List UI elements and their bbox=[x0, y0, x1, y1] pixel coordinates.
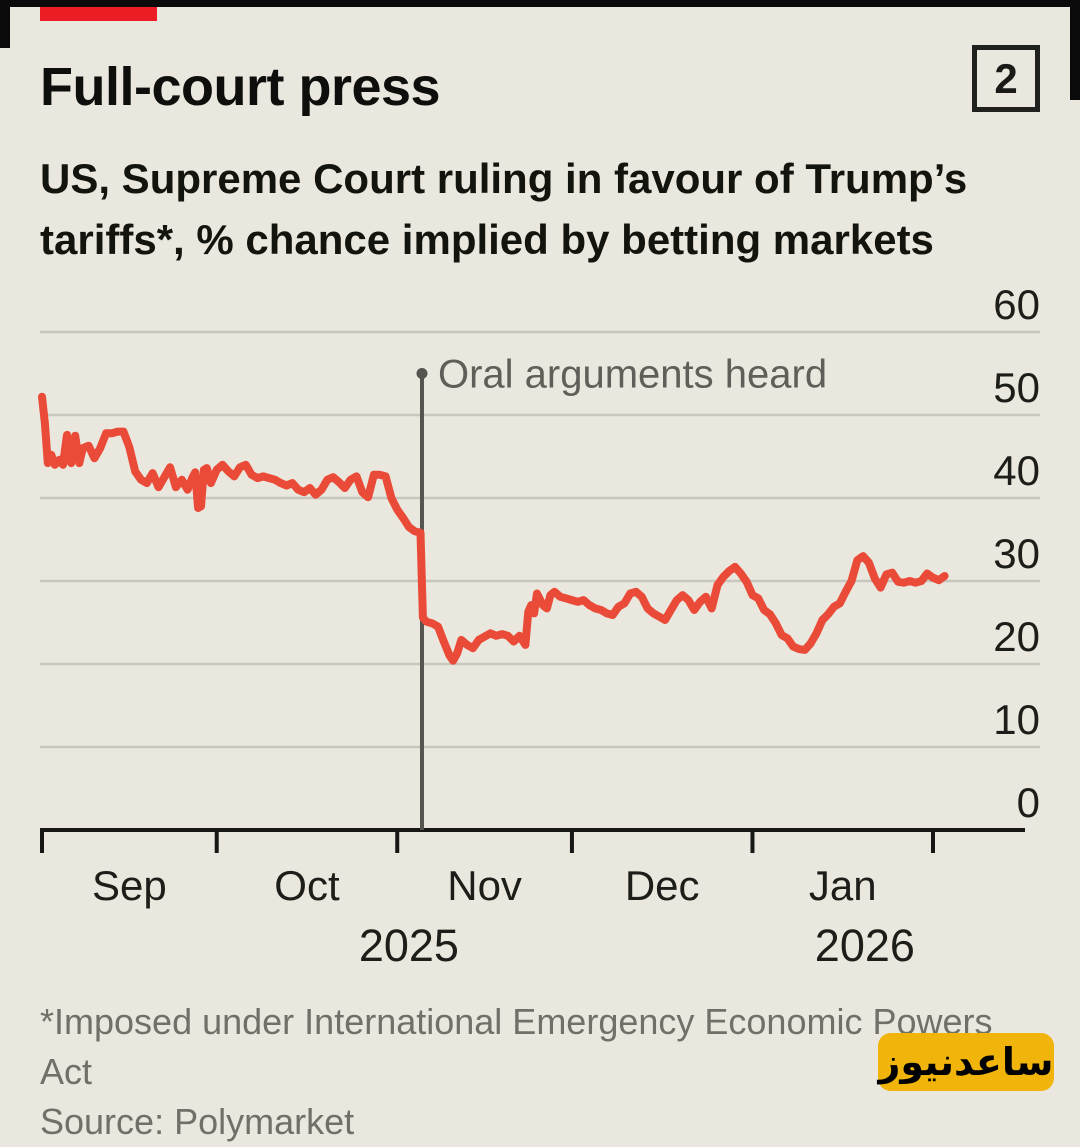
year-label-2026: 2026 bbox=[815, 920, 915, 971]
month-label-oct: Oct bbox=[274, 862, 340, 909]
series-line-0 bbox=[38, 392, 949, 665]
top-frame-bar bbox=[0, 0, 1080, 7]
y-axis-label-50: 50 bbox=[993, 364, 1040, 411]
chart-index-number: 2 bbox=[994, 54, 1018, 102]
chart-subtitle: US, Supreme Court ruling in favour of Tr… bbox=[40, 148, 990, 270]
right-frame-notch bbox=[1070, 0, 1080, 100]
footnote-asterisk-line: *Imposed under International Emergency E… bbox=[40, 1001, 993, 1092]
footnote-source-line: Source: Polymarket bbox=[40, 1101, 355, 1142]
watermark-text: ساعدنیوز bbox=[878, 1040, 1054, 1084]
event-dot-icon bbox=[416, 368, 428, 379]
y-axis-label-10: 10 bbox=[993, 696, 1040, 743]
chart-title: Full-court press bbox=[40, 57, 441, 117]
y-axis-label-0: 0 bbox=[1017, 779, 1040, 826]
month-label-nov: Nov bbox=[447, 862, 522, 909]
x-axis-group bbox=[40, 828, 1025, 853]
y-axis-labels-group: 0 10 20 30 40 50 60 bbox=[993, 281, 1040, 826]
month-label-sep: Sep bbox=[92, 862, 167, 909]
left-frame-notch bbox=[0, 0, 10, 48]
year-label-2025: 2025 bbox=[359, 920, 459, 971]
chart-subtitle-line1: US, Supreme Court ruling in favour of Tr… bbox=[40, 155, 968, 202]
y-axis-label-30: 30 bbox=[993, 530, 1040, 577]
month-label-dec: Dec bbox=[625, 862, 700, 909]
annotation-label: Oral arguments heard bbox=[438, 353, 827, 397]
chart-index-badge: 2 bbox=[972, 45, 1040, 112]
chart-subtitle-line2: tariffs*, % chance implied by betting ma… bbox=[40, 216, 934, 263]
event-line-group: Oral arguments heard bbox=[416, 353, 827, 830]
line-chart: 0 10 20 30 40 50 60 Sep Oct Nov Dec Jan 2025 2026 Or… bbox=[38, 281, 1040, 971]
y-axis-label-60: 60 bbox=[993, 281, 1040, 328]
economist-red-tag bbox=[40, 7, 157, 21]
x-axis-labels-group: Sep Oct Nov Dec Jan 2025 2026 bbox=[92, 862, 915, 971]
saednews-watermark: ساعدنیوز bbox=[878, 1033, 1054, 1091]
y-axis-label-20: 20 bbox=[993, 613, 1040, 660]
month-label-jan: Jan bbox=[809, 862, 877, 909]
y-axis-label-40: 40 bbox=[993, 447, 1040, 494]
series-group bbox=[38, 392, 949, 665]
